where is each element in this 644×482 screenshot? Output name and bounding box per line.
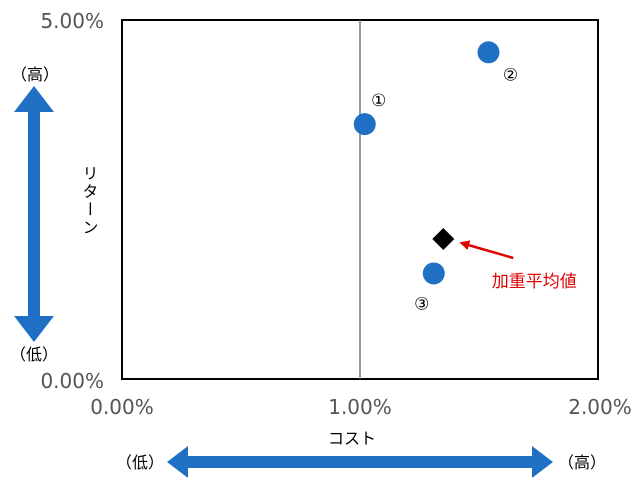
x-tick-0: 0.00%: [90, 395, 154, 419]
y-arrow-low-label: （低）: [10, 345, 58, 364]
x-tick-2: 2.00%: [568, 395, 632, 419]
data-point: [477, 41, 500, 64]
y-double-arrow: [14, 86, 54, 342]
x-double-arrow: [167, 446, 553, 478]
point-label: ③: [414, 294, 429, 314]
y-arrow-high-label: （高）: [11, 65, 59, 84]
y-axis-label: リターン: [80, 165, 99, 237]
x-arrow-low-label: （低）: [116, 453, 164, 472]
y-tick-max: 5.00%: [40, 9, 104, 33]
weighted-average-label: 加重平均値: [492, 272, 577, 292]
x-arrow-high-label: （高）: [558, 453, 606, 472]
weighted-average-pointer: [459, 240, 514, 260]
y-tick-min: 0.00%: [40, 369, 104, 393]
x-axis-label: コスト: [328, 429, 376, 448]
data-point: [353, 113, 376, 136]
point-label: ②: [503, 65, 518, 85]
x-tick-1: 1.00%: [328, 395, 392, 419]
weighted-average-marker: [432, 227, 455, 250]
data-point: [422, 262, 445, 285]
point-label: ①: [371, 91, 386, 111]
